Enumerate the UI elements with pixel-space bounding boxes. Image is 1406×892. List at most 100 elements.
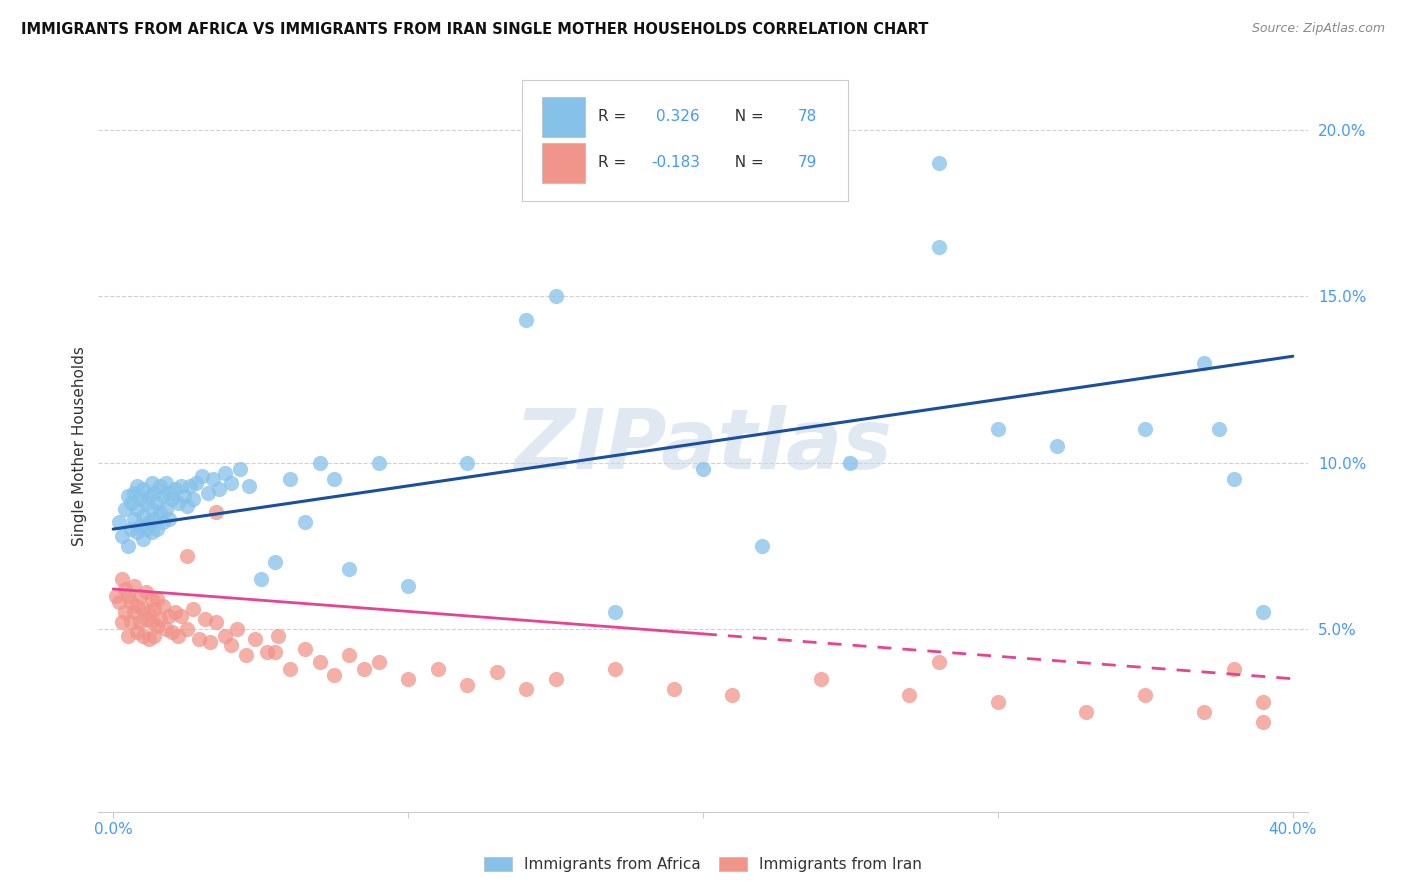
Point — [131, 628, 153, 642]
Point — [256, 645, 278, 659]
Point — [456, 678, 478, 692]
Bar — [543, 143, 585, 183]
Point — [146, 495, 169, 509]
Point — [131, 508, 153, 523]
Point — [120, 595, 142, 609]
Point — [149, 506, 172, 520]
Point — [1046, 439, 1069, 453]
Text: -0.183: -0.183 — [651, 155, 700, 170]
Point — [219, 475, 242, 490]
Point — [323, 668, 346, 682]
Point — [155, 622, 177, 636]
Point — [1223, 472, 1246, 486]
Point — [928, 156, 950, 170]
Point — [194, 612, 217, 626]
Point — [143, 602, 166, 616]
Point — [173, 489, 195, 503]
Point — [149, 479, 172, 493]
Point — [1135, 422, 1157, 436]
Point — [143, 628, 166, 642]
Point — [396, 672, 419, 686]
Point — [135, 522, 157, 536]
Point — [238, 479, 260, 493]
Point — [1253, 714, 1275, 729]
Point — [176, 549, 198, 563]
Point — [170, 479, 193, 493]
Point — [128, 589, 150, 603]
Point — [114, 605, 136, 619]
Point — [396, 579, 419, 593]
Point — [143, 485, 166, 500]
Bar — [543, 96, 585, 137]
Point — [155, 502, 177, 516]
Point — [1208, 422, 1230, 436]
Point — [294, 641, 316, 656]
Text: R =: R = — [598, 110, 631, 124]
Point — [120, 495, 142, 509]
Point — [229, 462, 252, 476]
FancyBboxPatch shape — [522, 80, 848, 201]
Point — [353, 662, 375, 676]
Point — [323, 472, 346, 486]
Point — [141, 525, 163, 540]
Point — [141, 591, 163, 606]
Text: 0.326: 0.326 — [655, 110, 699, 124]
Point — [157, 608, 180, 623]
Point — [160, 625, 183, 640]
Point — [721, 689, 744, 703]
Point — [128, 615, 150, 630]
Point — [138, 489, 160, 503]
Point — [197, 485, 219, 500]
Point — [125, 599, 148, 613]
Point — [456, 456, 478, 470]
Point — [426, 662, 449, 676]
Point — [898, 689, 921, 703]
Point — [308, 456, 330, 470]
Point — [235, 648, 257, 663]
Point — [120, 522, 142, 536]
Point — [117, 628, 139, 642]
Point — [152, 489, 174, 503]
Point — [1194, 705, 1216, 719]
Point — [125, 502, 148, 516]
Point — [267, 628, 290, 642]
Point — [170, 608, 193, 623]
Point — [928, 239, 950, 253]
Point — [1194, 356, 1216, 370]
Y-axis label: Single Mother Households: Single Mother Households — [72, 346, 87, 546]
Text: ZIPatlas: ZIPatlas — [515, 406, 891, 486]
Point — [135, 612, 157, 626]
Point — [692, 462, 714, 476]
Point — [122, 485, 145, 500]
Point — [128, 518, 150, 533]
Point — [181, 492, 204, 507]
Point — [515, 681, 537, 696]
Text: 78: 78 — [797, 110, 817, 124]
Point — [308, 655, 330, 669]
Point — [226, 622, 249, 636]
Point — [187, 632, 209, 646]
Point — [152, 599, 174, 613]
Point — [138, 605, 160, 619]
Point — [485, 665, 508, 679]
Point — [367, 456, 389, 470]
Point — [603, 605, 626, 619]
Point — [125, 625, 148, 640]
Point — [146, 591, 169, 606]
Point — [219, 639, 242, 653]
Point — [1340, 695, 1362, 709]
Point — [135, 495, 157, 509]
Point — [157, 512, 180, 526]
Point — [184, 475, 207, 490]
Point — [105, 589, 128, 603]
Point — [114, 582, 136, 596]
Point — [111, 572, 134, 586]
Point — [122, 605, 145, 619]
Point — [839, 456, 862, 470]
Point — [143, 512, 166, 526]
Point — [544, 289, 567, 303]
Point — [111, 529, 134, 543]
Point — [544, 672, 567, 686]
Point — [987, 695, 1010, 709]
Text: IMMIGRANTS FROM AFRICA VS IMMIGRANTS FROM IRAN SINGLE MOTHER HOUSEHOLDS CORRELAT: IMMIGRANTS FROM AFRICA VS IMMIGRANTS FRO… — [21, 22, 928, 37]
